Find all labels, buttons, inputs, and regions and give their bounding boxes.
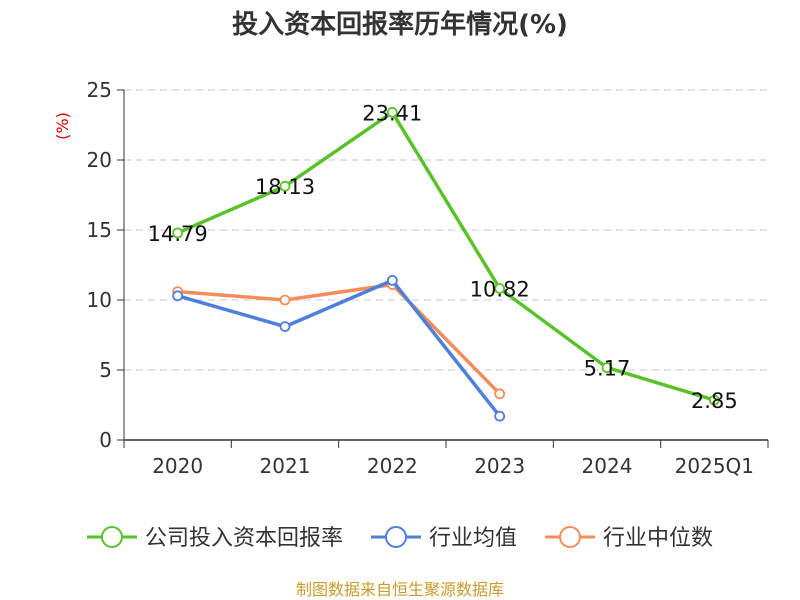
legend-circle-icon bbox=[559, 526, 582, 548]
data-point[interactable] bbox=[279, 180, 291, 192]
legend-item-2[interactable]: 行业中位数 bbox=[545, 526, 713, 551]
series-line bbox=[177, 278, 502, 418]
legend-item-0[interactable]: 公司投入资本回报率 bbox=[86, 526, 343, 551]
legend[interactable]: 公司投入资本回报率 行业均值 行业中位数 bbox=[86, 526, 713, 551]
x-tick-label: 2023 bbox=[474, 454, 525, 478]
data-point[interactable] bbox=[172, 227, 184, 239]
x-tick-label: 2020 bbox=[152, 454, 203, 478]
data-label: 14.79 bbox=[148, 222, 208, 246]
data-label: 23.41 bbox=[362, 101, 422, 125]
data-point[interactable] bbox=[279, 294, 291, 306]
legend-label: 行业中位数 bbox=[603, 526, 713, 551]
data-point[interactable] bbox=[279, 321, 291, 333]
series-line bbox=[177, 282, 501, 396]
x-tick-label: 2021 bbox=[260, 454, 311, 478]
y-tick-label: 15 bbox=[87, 218, 112, 242]
data-point[interactable] bbox=[708, 394, 720, 406]
gridlines bbox=[124, 89, 768, 371]
y-tick-label: 20 bbox=[87, 148, 112, 172]
data-point[interactable] bbox=[386, 106, 398, 118]
chart-title: 投入资本回报率历年情况(%) bbox=[232, 9, 568, 40]
x-tick-label: 2024 bbox=[582, 454, 633, 478]
series-line bbox=[177, 110, 715, 402]
source-note: 制图数据来自恒生聚源数据库 bbox=[296, 580, 504, 599]
legend-label: 行业均值 bbox=[429, 526, 517, 551]
data-point[interactable] bbox=[601, 362, 613, 374]
data-point[interactable] bbox=[494, 388, 506, 400]
x-axis: 2020 2021 2022 2023 2024 2025Q1 bbox=[123, 439, 769, 478]
data-label: 2.85 bbox=[691, 389, 738, 413]
x-tick-label: 2022 bbox=[367, 454, 418, 478]
data-label: 18.13 bbox=[255, 175, 315, 199]
legend-circle-icon bbox=[100, 526, 123, 548]
y-tick-label: 5 bbox=[99, 358, 112, 382]
legend-label: 公司投入资本回报率 bbox=[145, 526, 343, 551]
legend-circle-icon bbox=[384, 526, 407, 548]
legend-item-1[interactable]: 行业均值 bbox=[370, 526, 517, 551]
y-tick-label: 0 bbox=[99, 428, 112, 452]
data-point[interactable] bbox=[494, 283, 506, 294]
y-axis-unit: (%) bbox=[53, 112, 72, 140]
data-labels: 14.79 18.13 23.41 10.82 5.17 2.85 bbox=[148, 101, 738, 413]
series-0 bbox=[172, 106, 720, 406]
series-2 bbox=[172, 279, 506, 400]
y-axis: 0 5 10 15 20 25 bbox=[87, 78, 125, 452]
data-label: 10.82 bbox=[470, 278, 530, 302]
data-point[interactable] bbox=[172, 290, 184, 302]
y-tick-label: 10 bbox=[87, 288, 112, 312]
y-tick-label: 25 bbox=[87, 78, 112, 102]
data-label: 5.17 bbox=[584, 357, 631, 381]
series-1 bbox=[172, 274, 506, 422]
x-tick-label: 2025Q1 bbox=[675, 454, 754, 478]
data-point[interactable] bbox=[494, 410, 506, 422]
series-layer bbox=[172, 106, 720, 422]
data-point[interactable] bbox=[386, 274, 398, 286]
